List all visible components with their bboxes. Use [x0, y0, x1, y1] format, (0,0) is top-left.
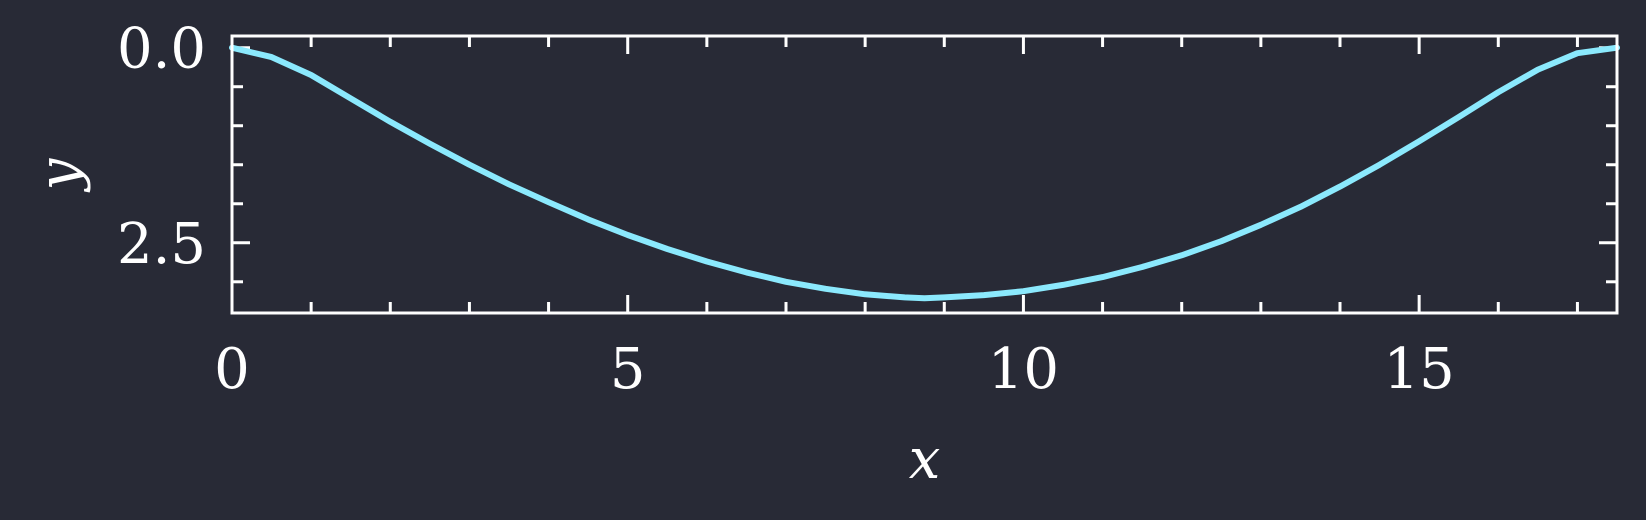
x-axis-label: x — [909, 427, 941, 492]
x-tick-label: 0 — [214, 337, 250, 402]
x-tick-label: 5 — [610, 337, 646, 402]
x-tick-label: 10 — [988, 337, 1059, 402]
x-tick-label: 15 — [1384, 337, 1455, 402]
axes-frame — [230, 34, 1619, 315]
y-tick-label: 2.5 — [117, 212, 206, 277]
y-axis-label: y — [27, 157, 92, 193]
tick-labels: 0 5 10 15 0.0 2.5 — [117, 17, 1455, 402]
y-tick-label: 0.0 — [117, 17, 206, 82]
series-line — [229, 44, 1620, 302]
